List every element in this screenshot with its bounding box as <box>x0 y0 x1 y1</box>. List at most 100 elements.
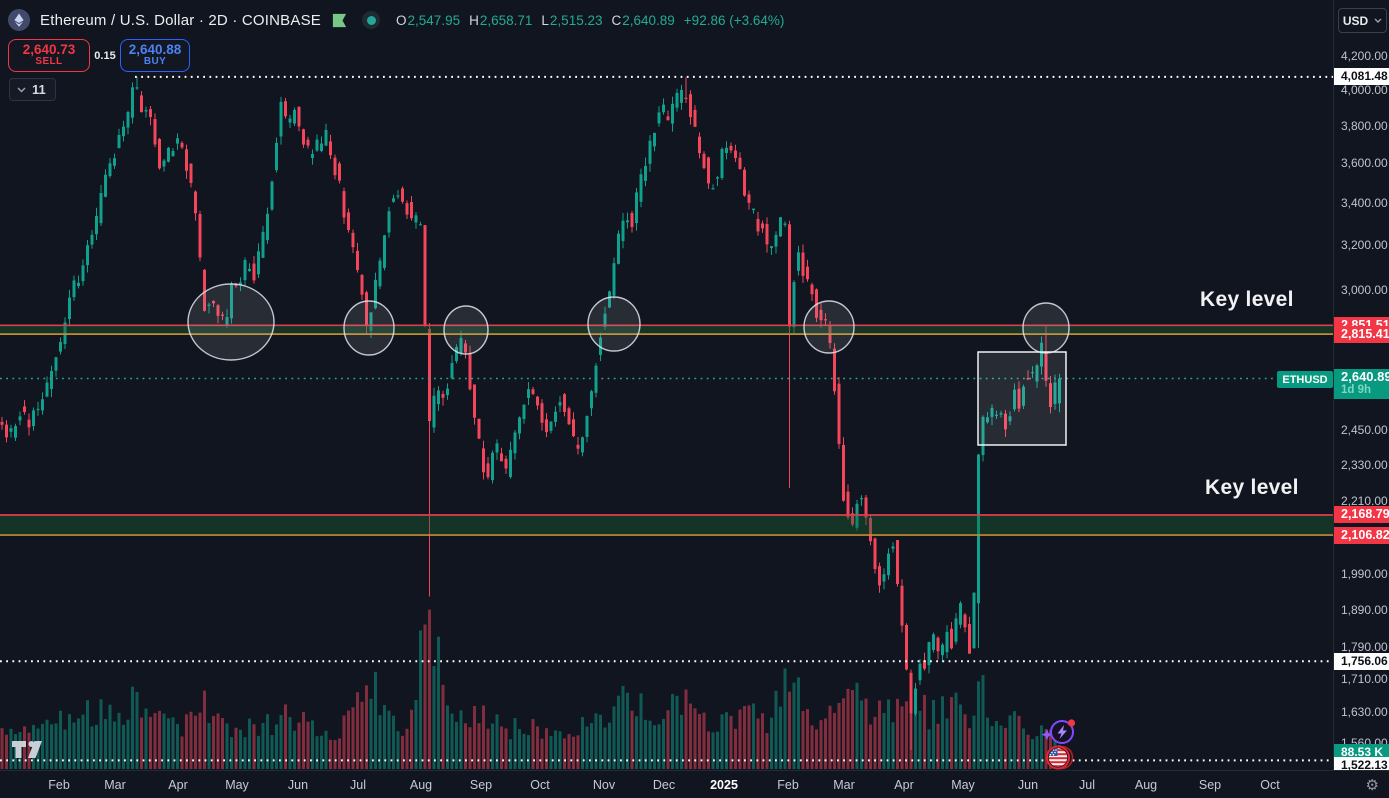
price-scale[interactable]: USD 4,200.00 4,081.48 4,000.00 3,800.00 3,60… <box>1333 0 1389 774</box>
volume-bar <box>122 724 125 769</box>
time-scale[interactable]: ⚙ Feb Mar Apr May Jun Jul Aug Sep Oct Nov Dec 2025 F… <box>0 770 1389 798</box>
volume-bar <box>419 630 422 769</box>
candle-body <box>765 224 769 245</box>
volume-bar <box>302 712 305 769</box>
volume-bar <box>500 726 503 769</box>
candle-body <box>324 129 328 146</box>
candle-body <box>878 566 881 586</box>
circle-annotation[interactable] <box>187 283 275 361</box>
time-axis-label: 2025 <box>710 778 738 792</box>
volume-bar <box>410 709 413 769</box>
tradingview-logo[interactable] <box>11 737 45 765</box>
volume-bar <box>117 712 121 769</box>
candle-body <box>203 269 206 311</box>
candle-body <box>464 343 467 353</box>
symbol-title[interactable]: Ethereum / U.S. Dollar · 2D · COINBASE <box>40 11 322 29</box>
volume-bar <box>270 735 274 769</box>
candle-wick <box>753 208 754 214</box>
time-axis-label: Aug <box>409 778 433 792</box>
volume-bar <box>1026 734 1030 769</box>
flag-symbol-icon[interactable] <box>331 12 348 29</box>
sell-button[interactable]: 2,640.73 SELL <box>8 39 90 72</box>
candle-body <box>797 252 800 271</box>
candle-body <box>617 233 620 264</box>
circle-annotation[interactable] <box>803 300 855 354</box>
volume-bar <box>558 731 562 769</box>
volume-bar <box>824 718 827 769</box>
key-level-text-lower[interactable]: Key level <box>1205 476 1299 499</box>
candle-wick <box>78 275 79 289</box>
volume-bar <box>968 728 971 769</box>
volume-bar <box>401 735 404 769</box>
candle-body <box>338 163 341 181</box>
candle-wick <box>996 410 997 419</box>
chart-pane[interactable] <box>0 0 1333 770</box>
volume-bar <box>59 710 62 769</box>
candle-body <box>536 396 539 406</box>
volume-bar <box>693 708 697 769</box>
volume-bar <box>212 716 215 769</box>
us-economic-event-icon[interactable] <box>1043 744 1077 776</box>
volume-bar <box>464 723 467 769</box>
volume-bar <box>590 722 593 769</box>
candle-body <box>459 337 463 354</box>
candle-body <box>972 592 976 649</box>
volume-bar <box>216 713 220 769</box>
circle-annotation[interactable] <box>1022 302 1070 354</box>
volume-bar <box>374 671 377 769</box>
price-axis-label: 3,000.00 <box>1341 282 1388 297</box>
candle-body <box>590 391 593 409</box>
candle-body <box>1022 386 1025 406</box>
candle-body <box>5 424 8 438</box>
candle-body <box>887 553 890 576</box>
volume-bar <box>851 690 854 769</box>
volume-bar <box>423 624 427 769</box>
market-status-icon[interactable] <box>362 11 381 29</box>
news-lightning-icon[interactable] <box>1038 715 1080 754</box>
candle-body <box>675 92 679 108</box>
circle-annotation[interactable] <box>587 296 641 352</box>
candle-body <box>122 126 125 137</box>
candle-body <box>158 138 161 169</box>
volume-bar <box>320 735 323 769</box>
candle-body <box>698 136 701 154</box>
time-axis-label: Sep <box>469 778 493 792</box>
volume-bar <box>621 685 625 769</box>
key-level-zone[interactable] <box>0 324 1333 336</box>
candle-body <box>171 150 175 157</box>
buy-button[interactable]: 2,640.88 BUY <box>120 39 190 72</box>
volume-bar <box>855 682 859 769</box>
volume-bar <box>90 726 94 769</box>
scale-settings-gear-icon[interactable]: ⚙ <box>1365 777 1379 794</box>
candle-body <box>581 437 584 453</box>
key-level-zone[interactable] <box>0 514 1333 536</box>
price-axis-label: 1,890.00 <box>1341 602 1388 617</box>
candle-body <box>135 87 139 89</box>
candle-body <box>563 394 566 412</box>
volume-bar <box>243 737 247 769</box>
object-tree-collapsed-button[interactable]: 11 <box>9 78 56 101</box>
candle-body <box>446 388 449 396</box>
currency-dropdown[interactable]: USD <box>1338 8 1387 33</box>
candle-body <box>950 628 953 649</box>
circle-annotation[interactable] <box>343 300 395 356</box>
volume-bar <box>306 721 310 769</box>
ethereum-logo-icon <box>8 9 30 31</box>
candle-body <box>81 265 85 282</box>
price-axis-label: 1,790.00 <box>1341 640 1388 655</box>
volume-bar <box>774 690 778 769</box>
candle-wick <box>222 311 223 321</box>
rectangle-annotation[interactable] <box>977 351 1067 446</box>
candle-body <box>284 101 287 117</box>
volume-bar <box>653 725 656 769</box>
volume-bar <box>135 691 139 769</box>
chevron-down-icon <box>17 86 26 93</box>
candle-body <box>981 416 985 456</box>
circle-annotation[interactable] <box>443 305 489 355</box>
volume-bar <box>756 718 760 769</box>
symbol-price-label[interactable]: ETHUSD <box>1277 371 1333 388</box>
candle-body <box>531 389 535 395</box>
key-level-text-upper[interactable]: Key level <box>1200 288 1294 311</box>
volume-bar <box>689 703 692 769</box>
